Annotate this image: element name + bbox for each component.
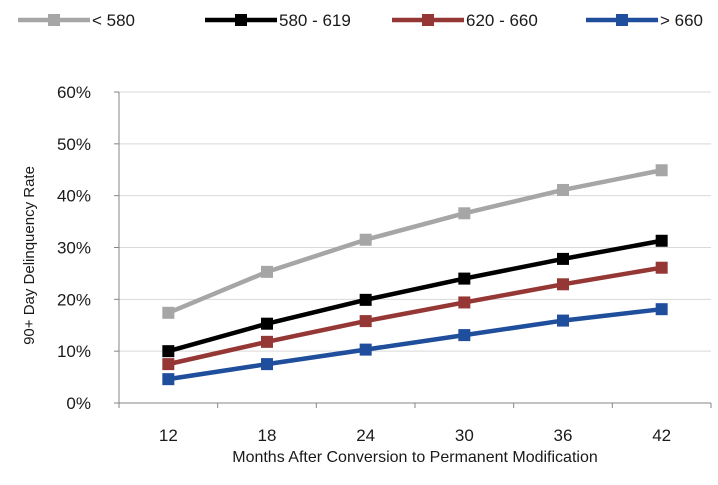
data-point bbox=[655, 261, 668, 274]
data-point bbox=[458, 272, 471, 285]
y-tick-label: 40% bbox=[57, 187, 91, 206]
y-tick-label: 10% bbox=[57, 342, 91, 361]
data-point bbox=[261, 317, 273, 330]
y-tick-label: 20% bbox=[57, 290, 91, 309]
data-point bbox=[557, 314, 569, 327]
y-tick-label: 30% bbox=[57, 239, 91, 258]
series-line bbox=[162, 303, 668, 386]
data-point bbox=[458, 207, 471, 220]
series-path bbox=[167, 265, 663, 367]
y-tick-label: 0% bbox=[66, 394, 91, 413]
data-point bbox=[162, 358, 175, 371]
series-path bbox=[167, 306, 662, 382]
legend-swatch-marker bbox=[235, 14, 247, 26]
legend-swatch-marker bbox=[48, 14, 60, 26]
data-point bbox=[655, 303, 668, 316]
legend-label: 620 - 660 bbox=[466, 11, 538, 30]
x-tick-label: 18 bbox=[258, 426, 277, 445]
legend-label: > 660 bbox=[660, 11, 703, 30]
data-point bbox=[359, 315, 372, 328]
data-point bbox=[261, 265, 273, 278]
data-point bbox=[557, 252, 569, 265]
data-point bbox=[557, 183, 569, 196]
data-point bbox=[359, 233, 372, 246]
y-tick-labels: 0% 10% 20% 30% 40% 50% 60% bbox=[57, 83, 91, 413]
data-point bbox=[162, 373, 175, 386]
data-point bbox=[162, 306, 175, 319]
series-line bbox=[162, 261, 668, 371]
x-axis-title: Months After Conversion to Permanent Mod… bbox=[232, 449, 598, 466]
legend: < 580 580 - 619 620 - 660 > 660 bbox=[18, 11, 703, 30]
x-tick-label: 36 bbox=[554, 426, 573, 445]
legend-label: < 580 bbox=[92, 11, 135, 30]
data-point bbox=[655, 234, 668, 247]
data-point bbox=[261, 358, 273, 371]
x-tick-label: 30 bbox=[455, 426, 474, 445]
y-tick-label: 60% bbox=[57, 83, 91, 102]
series bbox=[162, 164, 668, 386]
series-path bbox=[167, 168, 663, 315]
legend-swatch-marker bbox=[616, 14, 628, 26]
data-point bbox=[162, 345, 175, 358]
x-tick-labels: 12 18 24 30 36 42 bbox=[118, 403, 712, 445]
legend-item: 580 - 619 bbox=[205, 11, 351, 30]
series-line bbox=[162, 164, 668, 319]
data-point bbox=[655, 164, 668, 177]
data-point bbox=[261, 335, 273, 348]
data-point bbox=[458, 296, 471, 309]
legend-swatch-marker bbox=[422, 14, 434, 26]
legend-item: 620 - 660 bbox=[392, 11, 538, 30]
y-axis-title: 90+ Day Delinquency Rate bbox=[21, 166, 38, 345]
data-point bbox=[557, 278, 569, 291]
legend-item: < 580 bbox=[18, 11, 135, 30]
legend-item: > 660 bbox=[586, 11, 703, 30]
y-tick-label: 50% bbox=[57, 135, 91, 154]
legend-label: 580 - 619 bbox=[279, 11, 351, 30]
x-tick-label: 42 bbox=[652, 426, 671, 445]
x-tick-label: 12 bbox=[159, 426, 178, 445]
series-path bbox=[167, 238, 663, 354]
data-point bbox=[359, 343, 372, 356]
series-line bbox=[162, 234, 668, 358]
data-point bbox=[458, 329, 471, 342]
x-tick-label: 24 bbox=[356, 426, 375, 445]
data-point bbox=[359, 293, 372, 306]
